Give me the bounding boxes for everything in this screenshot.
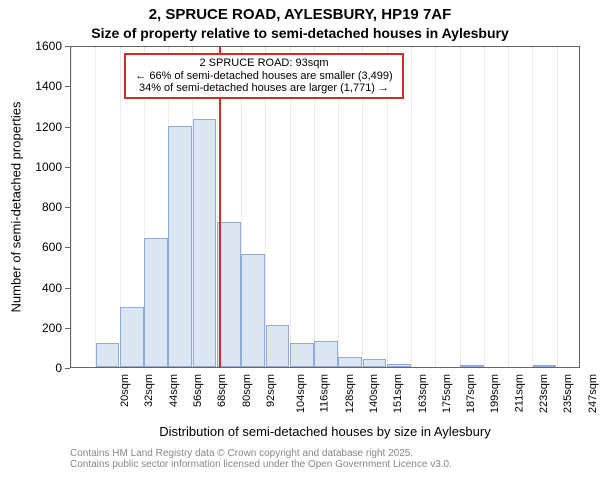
footer-credits: Contains HM Land Registry data © Crown c… (70, 448, 452, 470)
x-tick-label: 92sqm (265, 374, 277, 407)
histogram-bar (460, 365, 484, 367)
x-axis-label: Distribution of semi-detached houses by … (70, 424, 580, 439)
grid-line (71, 47, 73, 367)
x-tick-label: 20sqm (119, 374, 131, 407)
histogram-bar (533, 365, 557, 367)
y-tick (65, 46, 70, 47)
x-tick-label: 32sqm (143, 374, 155, 407)
y-tick (65, 86, 70, 87)
x-tick-label: 44sqm (168, 374, 180, 407)
histogram-bar (338, 357, 362, 367)
histogram-bar (168, 126, 192, 368)
info-box-line: 2 SPRUCE ROAD: 93sqm (130, 57, 398, 70)
x-tick-label: 235sqm (562, 374, 574, 413)
x-tick-label: 56sqm (192, 374, 204, 407)
x-tick-label: 68sqm (216, 374, 228, 407)
y-tick (65, 127, 70, 128)
histogram-bar (387, 364, 411, 367)
x-tick-label: 223sqm (538, 374, 550, 413)
title-subtitle: Size of property relative to semi-detach… (0, 23, 600, 41)
x-tick-label: 175sqm (441, 374, 453, 413)
y-tick-label: 1400 (0, 79, 62, 93)
grid-line (411, 47, 413, 367)
y-tick-label: 1600 (0, 39, 62, 53)
x-tick-label: 151sqm (392, 374, 404, 413)
x-tick-label: 163sqm (417, 374, 429, 413)
grid-line (435, 47, 437, 367)
y-tick-label: 400 (0, 281, 62, 295)
x-tick-label: 104sqm (295, 374, 307, 413)
grid-line (460, 47, 462, 367)
y-tick-label: 1200 (0, 120, 62, 134)
y-tick (65, 328, 70, 329)
histogram-bar (120, 307, 144, 367)
histogram-bar (314, 341, 338, 367)
x-tick-label: 199sqm (490, 374, 502, 413)
chart-plot-area: 2 SPRUCE ROAD: 93sqm← 66% of semi-detach… (70, 46, 580, 368)
histogram-bar (241, 254, 265, 367)
footer-line1: Contains HM Land Registry data © Crown c… (70, 448, 452, 459)
y-tick (65, 288, 70, 289)
x-tick-label: 211sqm (513, 374, 525, 412)
y-tick-label: 600 (0, 240, 62, 254)
y-tick-label: 0 (0, 361, 62, 375)
info-box: 2 SPRUCE ROAD: 93sqm← 66% of semi-detach… (124, 53, 404, 99)
histogram-bar (144, 238, 168, 367)
histogram-bar (193, 119, 217, 367)
histogram-bar (96, 343, 120, 367)
x-tick-label: 140sqm (368, 374, 380, 413)
x-tick-label: 187sqm (465, 374, 477, 413)
grid-line (484, 47, 486, 367)
info-box-line: 34% of semi-detached houses are larger (… (130, 82, 398, 95)
y-tick-label: 800 (0, 200, 62, 214)
x-tick-label: 80sqm (241, 374, 253, 407)
histogram-bar (363, 359, 387, 367)
histogram-bar (266, 325, 290, 367)
grid-line (532, 47, 534, 367)
y-tick (65, 167, 70, 168)
histogram-bar (290, 343, 314, 367)
grid-line (508, 47, 510, 367)
grid-line (95, 47, 97, 367)
y-tick (65, 247, 70, 248)
x-tick-label: 128sqm (344, 374, 356, 413)
footer-line2: Contains public sector information licen… (70, 459, 452, 470)
y-tick-label: 1000 (0, 160, 62, 174)
y-tick-label: 200 (0, 321, 62, 335)
y-tick (65, 207, 70, 208)
y-tick (65, 368, 70, 369)
grid-line (557, 47, 559, 367)
title-address: 2, SPRUCE ROAD, AYLESBURY, HP19 7AF (0, 0, 600, 23)
info-box-line: ← 66% of semi-detached houses are smalle… (130, 70, 398, 83)
x-tick-label: 116sqm (319, 374, 331, 412)
x-tick-label: 247sqm (587, 374, 599, 413)
